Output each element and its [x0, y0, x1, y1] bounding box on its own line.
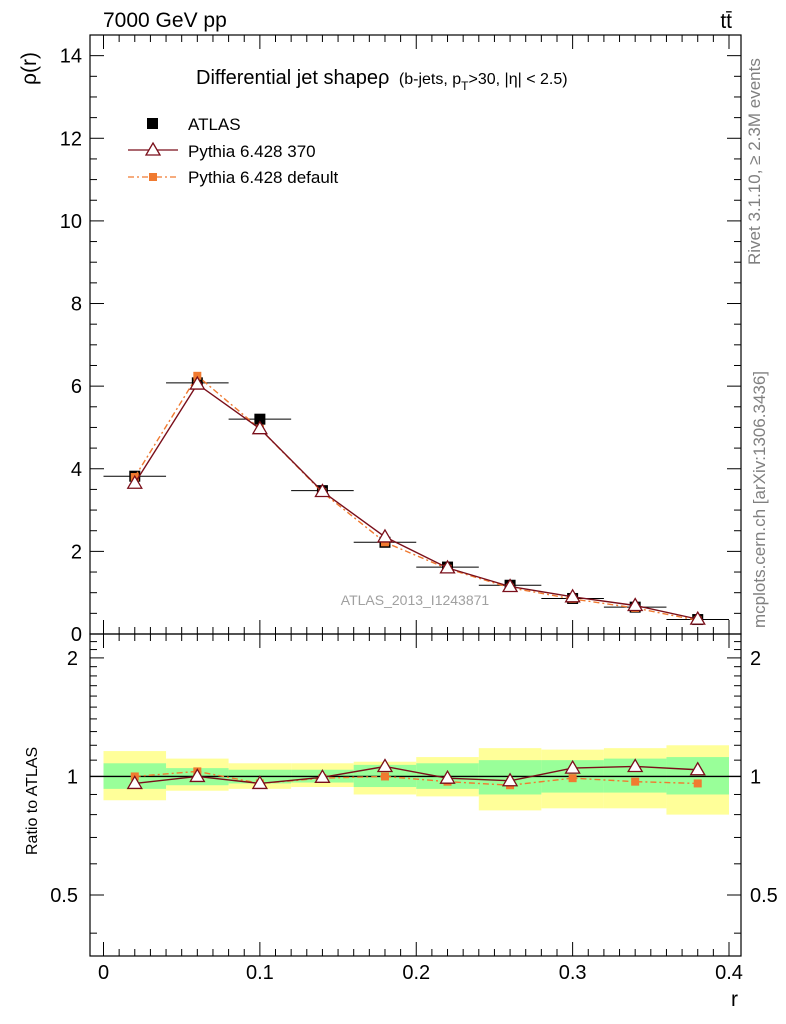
- rivet-label: Rivet 3.1.10, ≥ 2.3M events: [745, 58, 764, 265]
- ratio-y-tick-label-right: 2: [750, 648, 761, 670]
- x-tick-label: 0.3: [559, 962, 587, 984]
- ratio-pythia-370-point: [627, 758, 644, 773]
- mcplots-label: mcplots.cern.ch [arXiv:1306.3436]: [750, 371, 769, 628]
- ratio-y-axis-label: Ratio to ATLAS: [24, 747, 41, 855]
- ratio-pythia-370-point: [189, 768, 206, 783]
- pythia-370-point: [189, 375, 206, 390]
- process-label: tt̄: [720, 10, 732, 33]
- ratio-pythia-370-point: [564, 759, 581, 774]
- legend: ATLAS Pythia 6.428 370 Pythia 6.428 defa…: [128, 115, 339, 187]
- pythia-370-point: [314, 483, 331, 498]
- pythia-370-point: [627, 597, 644, 612]
- series-line: [134, 383, 698, 620]
- legend-label-pythia-default: Pythia 6.428 default: [188, 168, 339, 187]
- svg-text:Differential jet shapeρ: Differential jet shapeρ (b-jets, pT>30, …: [196, 67, 568, 93]
- legend-label-pythia-370: Pythia 6.428 370: [188, 142, 316, 161]
- ratio-pythia-370-point: [376, 758, 394, 773]
- x-tick-label: 0.1: [246, 962, 274, 984]
- chart-title-sub: T: [461, 79, 469, 93]
- chart-title-suffix: (b-jets, p: [399, 71, 461, 88]
- y-tick-label: 2: [71, 541, 82, 563]
- ratio-y-tick-label: 1: [67, 766, 78, 788]
- pythia-370-point: [689, 610, 706, 625]
- ratio-pythia-370-point: [314, 769, 331, 783]
- x-tick-label: 0.4: [715, 962, 743, 984]
- y-tick-label: 6: [71, 376, 82, 398]
- legend-marker-pythia-default: [149, 173, 157, 181]
- ratio-series-line: [134, 770, 698, 786]
- pythia-370-point: [439, 559, 456, 574]
- y-tick-label: 12: [60, 128, 82, 150]
- chart-title-tail: >30, |η| < 2.5): [469, 71, 568, 88]
- ratio-pythia-default-point: [693, 779, 702, 788]
- ratio-frame: [89, 633, 742, 957]
- x-tick-label: 0: [98, 962, 109, 984]
- pythia-370-point: [126, 474, 143, 489]
- chart-title-main: Differential jet shapeρ: [196, 67, 389, 89]
- y-tick-label: 4: [71, 459, 82, 481]
- pythia-370-point: [376, 528, 394, 543]
- pythia-370-point: [564, 588, 581, 603]
- ratio-pythia-370-point: [439, 769, 456, 784]
- pythia-370-point: [501, 578, 519, 593]
- ratio-plot-panel: 0.5 0.5 1 1 2 2 0 0.1 0.2 0.3 0.4 Ratio to ATLAS r: [24, 633, 778, 1011]
- energy-label: 7000 GeV pp: [103, 9, 227, 32]
- legend-entry-pythia-370: Pythia 6.428 370: [128, 141, 316, 161]
- y-tick-label: 10: [60, 211, 82, 233]
- ratio-y-tick-label-right: 0.5: [750, 885, 778, 907]
- analysis-label: ATLAS_2013_I1243871: [341, 592, 490, 608]
- legend-marker-atlas: [147, 118, 158, 129]
- series-line: [134, 374, 698, 622]
- ratio-pythia-default-point: [631, 777, 640, 786]
- atlas-data-point: [254, 413, 266, 425]
- pythia-370-point: [251, 420, 269, 435]
- legend-label-atlas: ATLAS: [188, 115, 241, 134]
- ratio-pythia-370-point: [126, 775, 143, 790]
- ratio-pythia-370-point: [689, 761, 706, 776]
- main-plot-panel: 0 2 4 6 8 10 12 14 ρ(r) Differential jet shapeρ…: [18, 34, 742, 646]
- ratio-y-tick-label: 2: [67, 648, 78, 670]
- y-tick-label: 14: [60, 46, 82, 68]
- ratio-series-line: [134, 765, 698, 785]
- ratio-y-tick-label: 0.5: [50, 885, 78, 907]
- legend-entry-pythia-default: Pythia 6.428 default: [128, 168, 339, 187]
- legend-marker-pythia-370: [144, 141, 162, 156]
- ratio-pythia-default-point: [568, 774, 577, 783]
- ratio-pythia-370-point: [501, 772, 519, 787]
- ratio-pythia-default-point: [380, 772, 389, 781]
- y-tick-label: 8: [71, 294, 82, 316]
- legend-entry-atlas: ATLAS: [147, 115, 241, 134]
- ratio-pythia-370-point: [251, 775, 269, 790]
- x-axis-label: r: [731, 988, 738, 1011]
- y-axis-label: ρ(r): [18, 52, 41, 85]
- x-tick-label: 0.2: [402, 962, 430, 984]
- ratio-y-tick-label-right: 1: [750, 766, 761, 788]
- y-tick-label: 0: [71, 624, 82, 646]
- chart-title: Differential jet shapeρ (b-jets, pT>30, …: [196, 67, 568, 93]
